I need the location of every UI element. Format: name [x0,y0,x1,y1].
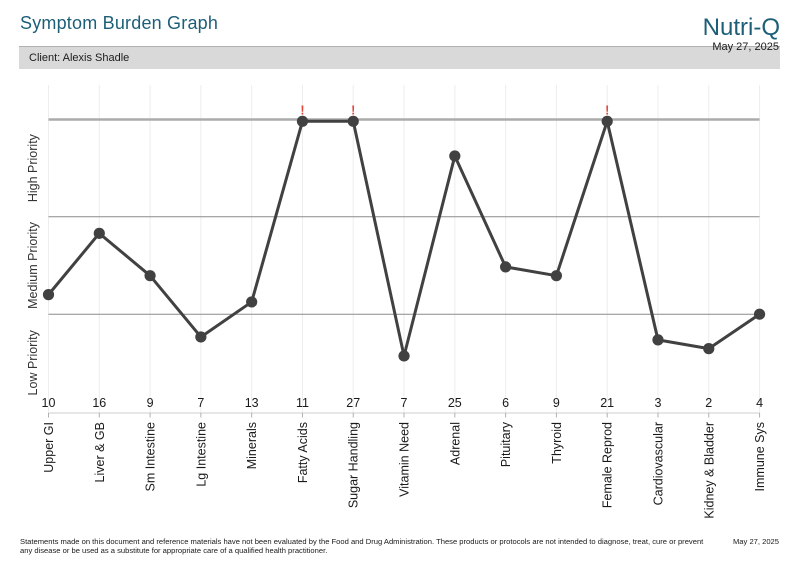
svg-text:Sugar Handling: Sugar Handling [347,422,361,508]
svg-text:Lg Intestine: Lg Intestine [194,422,208,487]
svg-text:13: 13 [245,396,259,410]
svg-text:6: 6 [502,396,509,410]
svg-text:!: ! [300,104,304,118]
svg-text:27: 27 [346,396,360,410]
svg-text:7: 7 [197,396,204,410]
svg-text:2: 2 [705,396,712,410]
svg-text:Medium Priority: Medium Priority [26,221,40,309]
report-date: May 27, 2025 [712,41,779,53]
svg-text:21: 21 [600,396,614,410]
svg-text:3: 3 [655,396,662,410]
footer-date: May 27, 2025 [732,537,779,546]
svg-text:Kidney & Bladder: Kidney & Bladder [702,422,716,519]
client-name-label: Client: Alexis Shadle [29,52,130,64]
svg-text:!: ! [351,104,355,118]
svg-text:Sm Intestine: Sm Intestine [144,422,158,492]
svg-text:Low Priority: Low Priority [26,329,40,395]
brand-logo: Nutri-Q [702,14,780,41]
svg-text:Immune Sys: Immune Sys [753,422,767,491]
svg-text:!: ! [605,104,609,118]
svg-text:25: 25 [448,396,462,410]
svg-text:4: 4 [756,396,763,410]
svg-text:Fatty Acids: Fatty Acids [296,422,310,483]
svg-text:Cardiovascular: Cardiovascular [651,422,665,505]
svg-text:Female Reprod: Female Reprod [601,422,615,508]
footer-disclaimer-line1: Statements made on this document and ref… [20,537,704,546]
svg-text:High Priority: High Priority [26,133,40,202]
svg-text:Vitamin Need: Vitamin Need [398,422,412,497]
svg-text:10: 10 [42,396,56,410]
svg-text:Liver & GB: Liver & GB [93,422,107,482]
client-bar: Client: Alexis Shadle [19,46,780,69]
svg-text:Minerals: Minerals [245,422,259,469]
svg-text:9: 9 [147,396,154,410]
svg-text:Adrenal: Adrenal [448,422,462,465]
svg-text:Upper GI: Upper GI [42,422,56,473]
svg-text:16: 16 [92,396,106,410]
svg-text:7: 7 [401,396,408,410]
svg-text:11: 11 [296,396,309,410]
svg-text:Thyroid: Thyroid [550,422,564,464]
svg-text:Pituitary: Pituitary [499,421,513,467]
footer-disclaimer: Statements made on this document and ref… [20,537,703,556]
svg-text:9: 9 [553,396,560,410]
footer-disclaimer-line2: any disease or be used as a substitute f… [20,546,328,556]
page-title: Symptom Burden Graph [20,13,219,33]
